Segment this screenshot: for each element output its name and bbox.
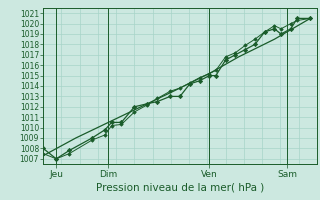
X-axis label: Pression niveau de la mer( hPa ): Pression niveau de la mer( hPa ) (96, 183, 264, 193)
